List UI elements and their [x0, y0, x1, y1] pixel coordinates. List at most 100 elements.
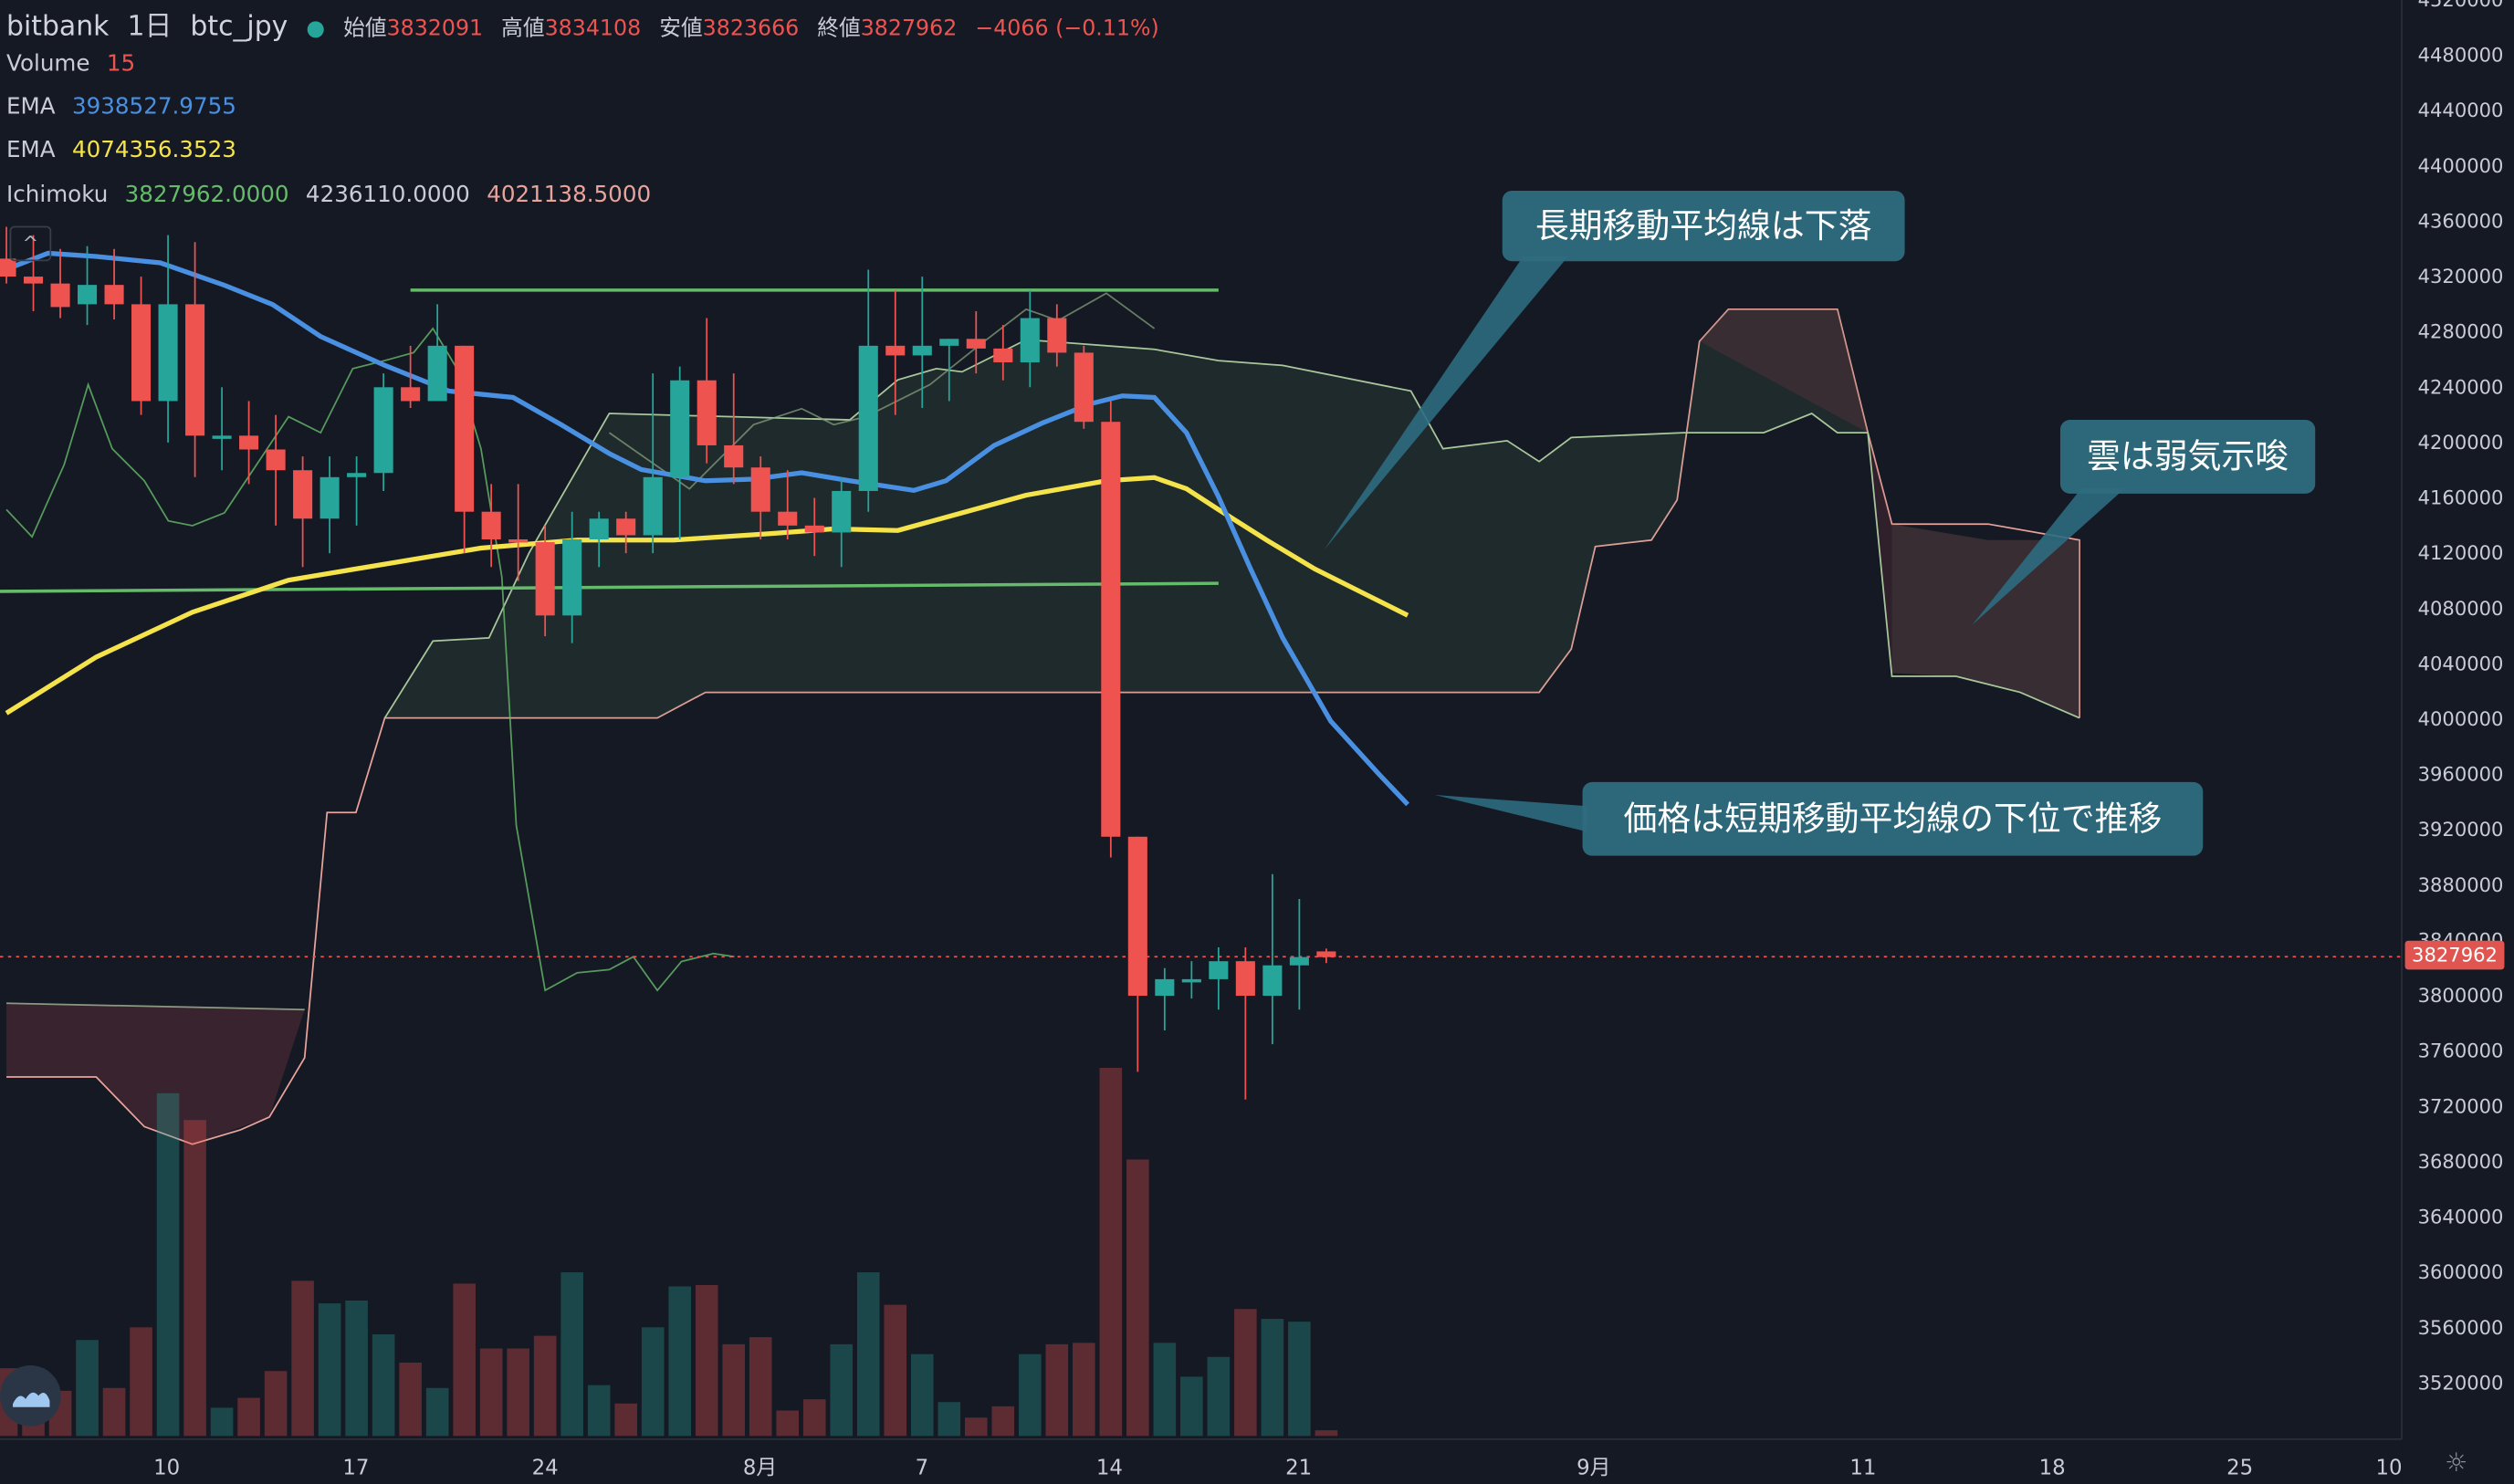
y-tick-label: 3880000	[2418, 873, 2504, 896]
ichimoku-cloud-bearish	[6, 1003, 305, 1144]
ema-short-line	[5, 250, 1410, 807]
ema-long-line	[5, 475, 1409, 716]
volume-bar	[614, 1403, 637, 1437]
long-ma-callout-text: 長期移動平均線は下落	[1535, 206, 1872, 246]
volume-bar	[830, 1343, 854, 1437]
candle-body	[1020, 318, 1040, 363]
high-label: 高値	[501, 16, 545, 42]
volume-bar	[507, 1348, 529, 1437]
symbol-header: bitbank 1日 btc_jpy ● 始値3832091 高値3834108…	[6, 4, 1168, 44]
candle-body	[78, 285, 98, 305]
volume-bar	[291, 1280, 314, 1437]
volume-bar	[668, 1286, 691, 1437]
y-tick-label: 4440000	[2418, 99, 2504, 121]
volume-label: Volume	[6, 51, 90, 78]
y-tick-label: 3720000	[2418, 1094, 2504, 1117]
volume-bar	[1126, 1159, 1149, 1437]
ichimoku-value-1: 3827962.0000	[124, 183, 289, 209]
x-tick-label: 24	[532, 1456, 559, 1479]
ichimoku-cloud-bearish-future	[1699, 308, 2080, 718]
x-tick-label: 11	[1849, 1456, 1876, 1479]
volume-bar	[264, 1371, 288, 1437]
candle-body	[993, 348, 1013, 363]
short-ma-callout-pointer	[1434, 794, 1587, 832]
volume-bar	[453, 1283, 476, 1437]
candle-body	[266, 449, 286, 471]
candle-body	[1262, 965, 1283, 997]
candle-body	[293, 470, 313, 519]
status-dot-icon: ●	[306, 16, 326, 42]
y-tick-label: 4360000	[2418, 209, 2504, 232]
candle-body	[1047, 318, 1067, 353]
y-tick-label: 4240000	[2418, 375, 2504, 398]
ema-long-label: EMA	[6, 138, 56, 164]
chevron-up-icon[interactable]: ^	[9, 225, 52, 262]
candle-body	[562, 538, 582, 616]
volume-bar	[560, 1272, 583, 1437]
candle-body	[347, 473, 367, 477]
tradingview-logo-icon[interactable]	[0, 1365, 61, 1427]
y-tick-label: 3560000	[2418, 1316, 2504, 1339]
candle-body	[50, 283, 70, 308]
long-ma-callout-box	[1502, 190, 1905, 262]
symbol-name[interactable]: bitbank	[6, 11, 110, 44]
ema-short-legend[interactable]: EMA 3938527.9755	[6, 95, 246, 120]
volume-bar	[1180, 1376, 1203, 1437]
y-tick-label: 4120000	[2418, 541, 2504, 564]
volume-bar	[695, 1284, 718, 1437]
long-ma-callout: 長期移動平均線は下落	[1324, 190, 1905, 550]
candle-body	[778, 511, 798, 526]
candle-body	[0, 258, 16, 277]
volume-bar	[533, 1335, 557, 1437]
candle-body	[239, 435, 259, 450]
y-tick-label: 3760000	[2418, 1040, 2504, 1062]
volume-bar	[1315, 1430, 1338, 1437]
candle-body	[508, 538, 529, 543]
short-ma-callout: 価格は短期移動平均線の下位で推移	[1434, 781, 2204, 856]
y-tick-label: 3680000	[2418, 1150, 2504, 1173]
high-value: 3834108	[544, 16, 642, 42]
ema-long-legend[interactable]: EMA 4074356.3523	[6, 138, 246, 163]
ichimoku-value-2: 4236110.0000	[305, 183, 470, 209]
candle-body	[23, 277, 44, 284]
volume-bar	[776, 1410, 800, 1437]
ichimoku-legend[interactable]: Ichimoku 3827962.0000 4236110.0000 40211…	[6, 183, 661, 208]
volume-legend[interactable]: Volume 15	[6, 51, 145, 77]
volume-bar	[1207, 1356, 1231, 1437]
volume-bar	[587, 1385, 611, 1437]
y-tick-label: 3600000	[2418, 1260, 2504, 1283]
candle-body	[885, 345, 906, 356]
x-tick-label: 25	[2226, 1456, 2253, 1479]
y-tick-label: 4040000	[2418, 652, 2504, 674]
gear-icon[interactable]: ☼	[2445, 1447, 2468, 1478]
candle-body	[670, 380, 690, 477]
open-value: 3832091	[386, 16, 484, 42]
candle-body	[481, 511, 501, 539]
volume-bar	[318, 1303, 341, 1437]
volume-bar	[345, 1300, 368, 1437]
x-tick-label: 14	[1096, 1456, 1123, 1479]
open-label: 始値	[343, 16, 387, 42]
low-label: 安値	[659, 16, 703, 42]
volume-bar	[1234, 1309, 1257, 1437]
x-tick-label: 9月	[1576, 1456, 1610, 1479]
volume-bar	[156, 1092, 180, 1437]
x-tick-label: 17	[342, 1456, 369, 1479]
volume-bar	[802, 1399, 826, 1437]
x-tick-label: 10	[153, 1456, 180, 1479]
x-tick-label: 10	[2375, 1456, 2402, 1479]
long-ma-callout-pointer	[1324, 256, 1568, 550]
interval-label[interactable]: 1日	[127, 11, 173, 44]
candle-body	[1155, 978, 1175, 997]
ichimoku-conversion-line	[608, 292, 1156, 490]
price-axis-bg	[2402, 0, 2514, 1484]
x-tick-label: 21	[1285, 1456, 1312, 1479]
candle-body	[212, 435, 232, 439]
candle-body	[185, 304, 205, 436]
candle-body	[939, 339, 959, 346]
candle-body	[643, 476, 663, 536]
ichimoku-cloud-bullish	[384, 308, 2080, 718]
volume-bar	[102, 1387, 126, 1437]
